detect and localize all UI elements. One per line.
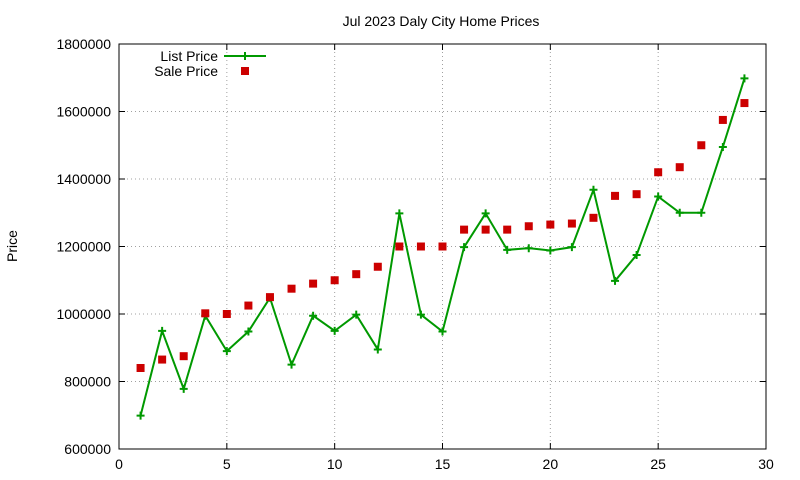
legend-marker-list-price (241, 52, 249, 60)
sale-price-point (438, 242, 447, 251)
x-tick-label: 25 (650, 456, 666, 472)
list-price-point (158, 326, 167, 335)
sale-price-point (416, 242, 425, 251)
sale-price-point (287, 284, 296, 293)
sale-price-point (352, 270, 361, 279)
list-price-point (567, 243, 576, 252)
sale-price-point (201, 309, 210, 318)
y-tick-label: 1000000 (56, 306, 111, 322)
sale-price-point (395, 242, 404, 251)
list-price-point (287, 360, 296, 369)
x-tick-label: 10 (327, 456, 343, 472)
y-tick-label: 1200000 (56, 239, 111, 255)
y-tick-label: 800000 (64, 374, 111, 390)
list-price-point (352, 310, 361, 319)
list-price-point (632, 250, 641, 259)
list-price-point (546, 246, 555, 255)
list-price-point (654, 192, 663, 201)
sale-price-point (265, 293, 274, 302)
list-price-point (589, 185, 598, 194)
x-tick-label: 15 (435, 456, 451, 472)
list-price-point (611, 276, 620, 285)
list-price-point (481, 209, 490, 218)
sale-price-point (632, 190, 641, 199)
sale-price-point (611, 191, 620, 200)
chart-title: Jul 2023 Daly City Home Prices (343, 13, 540, 29)
list-price-point (330, 326, 339, 335)
legend: List Price Sale Price (154, 48, 266, 79)
list-price-point (179, 384, 188, 393)
y-tick-label: 600000 (64, 441, 111, 457)
list-price-point (244, 327, 253, 336)
series-layer (136, 74, 749, 420)
y-tick-label: 1400000 (56, 171, 111, 187)
sale-price-point (309, 279, 318, 288)
x-tick-label: 20 (543, 456, 559, 472)
x-tick-label: 5 (223, 456, 231, 472)
list-price-point (718, 142, 727, 151)
sale-price-point (373, 262, 382, 271)
sale-price-point (675, 163, 684, 172)
legend-label-list-price: List Price (160, 48, 218, 64)
sale-price-point (244, 301, 253, 310)
x-tick-label: 30 (758, 456, 774, 472)
legend-label-sale-price: Sale Price (154, 63, 218, 79)
y-tick-label: 1600000 (56, 104, 111, 120)
sale-price-point (222, 310, 231, 318)
sale-price-point (567, 219, 576, 228)
sale-price-point (179, 352, 188, 361)
list-price-point (309, 311, 318, 320)
sale-price-point (136, 364, 145, 372)
axis-ticks: 0 5 10 15 20 25 30 600000 800000 1000000 1200000 14… (56, 36, 774, 472)
sale-price-point (718, 115, 727, 124)
list-price-point (675, 208, 684, 217)
list-price-point (740, 74, 749, 83)
sale-price-point (546, 220, 555, 229)
sale-price-point (460, 225, 469, 234)
list-price-point (524, 244, 533, 253)
sale-price-point (330, 276, 339, 285)
list-price-point (222, 347, 231, 356)
sale-price-point (481, 225, 490, 234)
x-tick-label: 0 (115, 456, 123, 472)
sale-price-point (503, 225, 512, 234)
list-price-point (136, 411, 145, 420)
list-price-point (697, 208, 706, 217)
list-price-point (416, 310, 425, 319)
y-axis-label: Price (4, 230, 20, 262)
list-price-point (503, 245, 512, 254)
sale-price-point (524, 222, 533, 231)
list-price-point (395, 209, 404, 218)
legend-swatch-sale-price (241, 67, 249, 75)
sale-price-point (654, 168, 663, 177)
sale-price-point (158, 355, 167, 364)
sale-price-point (589, 213, 598, 222)
plot-frame (118, 43, 767, 450)
sale-price-point (697, 141, 706, 150)
sale-price-point (740, 99, 749, 108)
y-tick-label: 1800000 (56, 36, 111, 52)
list-price-point (460, 243, 469, 252)
list-price-point (438, 327, 447, 336)
list-price-point (373, 345, 382, 354)
